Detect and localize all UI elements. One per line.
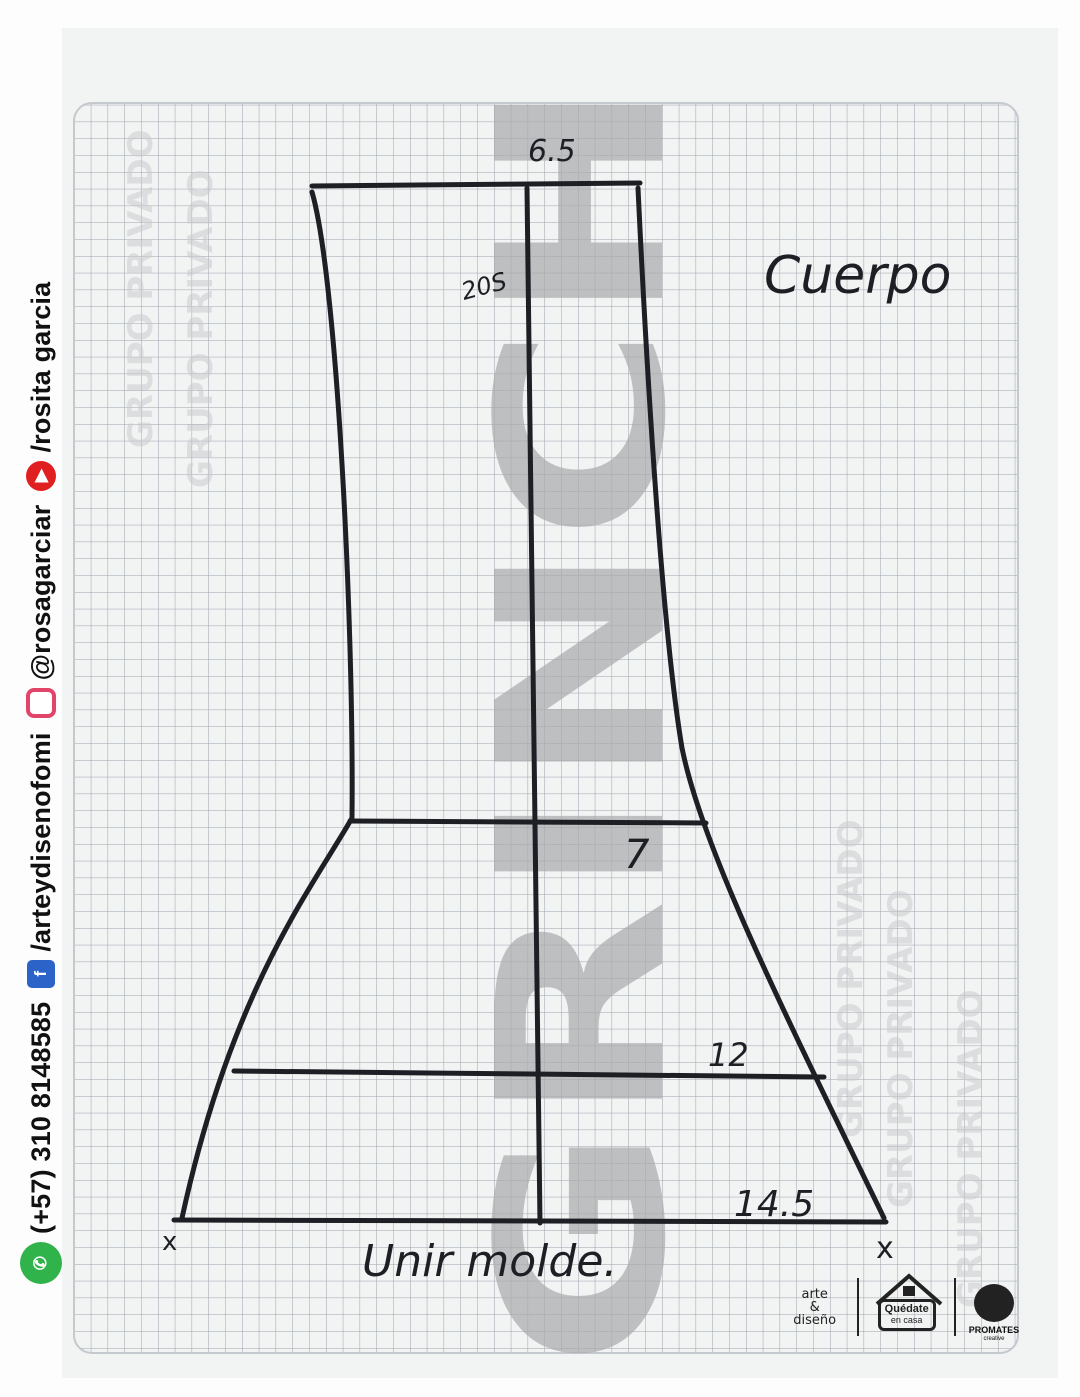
line-7 <box>347 818 709 826</box>
mark-left: x <box>162 1227 177 1257</box>
mark-right: x <box>876 1231 894 1266</box>
facebook-icon: f <box>27 959 55 988</box>
watermark-text: GRUPO PRIVADO <box>951 989 991 1308</box>
label-14-5: 14.5 <box>734 1184 814 1225</box>
instagram-icon <box>26 688 56 719</box>
whatsapp-contact[interactable]: ✆ (+57) 310 8148585 <box>20 1002 62 1284</box>
arte-diseno-logo: arte & diseño <box>782 1270 847 1344</box>
instagram-contact[interactable]: @rosagarciar <box>26 505 57 719</box>
watermark-text: GRUPO PRIVADO <box>881 889 921 1208</box>
youtube-icon: ▶ <box>26 460 56 491</box>
phone-number: (+57) 310 8148585 <box>25 1001 56 1234</box>
right-edge <box>635 185 887 1221</box>
instagram-handle: @rosagarciar <box>25 504 56 681</box>
contact-strip: ✆ (+57) 310 8148585 f /arteydisenofomi @… <box>20 282 62 1284</box>
pattern-canvas: GRUPO PRIVADO GRUPO PRIVADO GRUPO PRIVAD… <box>73 78 1019 1368</box>
watermark-text: GRUPO PRIVADO <box>831 819 871 1138</box>
watermark-group: GRUPO PRIVADO GRUPO PRIVADO GRUPO PRIVAD… <box>121 129 991 1308</box>
label-12: 12 <box>708 1036 749 1074</box>
quedate-line1: Quédate <box>884 1303 929 1315</box>
youtube-handle: /rosita garcia <box>25 281 56 453</box>
label-top: 6.5 <box>528 134 576 169</box>
logo-divider <box>954 1278 956 1336</box>
line-12 <box>231 1068 827 1080</box>
house-icon <box>875 1273 943 1306</box>
promates-line2: creative <box>983 1336 1005 1342</box>
promates-line1: PROMATES <box>968 1325 1020 1335</box>
quedate-box: Quédate en casa <box>877 1299 936 1331</box>
watermark-text: GRUPO PRIVADO <box>181 169 221 488</box>
watermark-text: GRUPO PRIVADO <box>121 129 161 448</box>
logo-divider <box>857 1278 860 1336</box>
grid-area <box>73 102 1019 1354</box>
bottom-edge <box>171 1217 889 1225</box>
instruction: Unir molde. <box>362 1236 617 1287</box>
arte-logo-line2: & <box>809 1299 820 1315</box>
monkey-face-icon <box>973 1284 1014 1322</box>
footer-logos: arte & diseño Quédate en casa PROMATES <box>782 1268 1022 1346</box>
left-edge <box>179 189 355 1221</box>
label-7: 7 <box>624 832 650 878</box>
pattern-outline <box>171 180 889 1226</box>
quedate-en-casa-logo: Quédate en casa <box>869 1270 944 1344</box>
arte-logo-line3: diseño <box>793 1312 837 1328</box>
watermark-word: GRINCH <box>450 78 717 1368</box>
arte-logo-line1: arte <box>801 1286 828 1302</box>
quedate-line2: en casa <box>890 1315 923 1325</box>
top-edge <box>309 180 643 189</box>
promates-logo: PROMATES creative <box>966 1270 1022 1344</box>
youtube-contact[interactable]: ▶ /rosita garcia <box>26 282 57 491</box>
center-line <box>524 185 543 1226</box>
facebook-contact[interactable]: f /arteydisenofomi <box>25 732 57 988</box>
facebook-handle: /arteydisenofomi <box>25 732 56 952</box>
whatsapp-icon: ✆ <box>20 1242 62 1284</box>
label-title: Cuerpo <box>764 246 951 306</box>
graph-paper: GRUPO PRIVADO GRUPO PRIVADO GRUPO PRIVAD… <box>62 28 1058 1378</box>
